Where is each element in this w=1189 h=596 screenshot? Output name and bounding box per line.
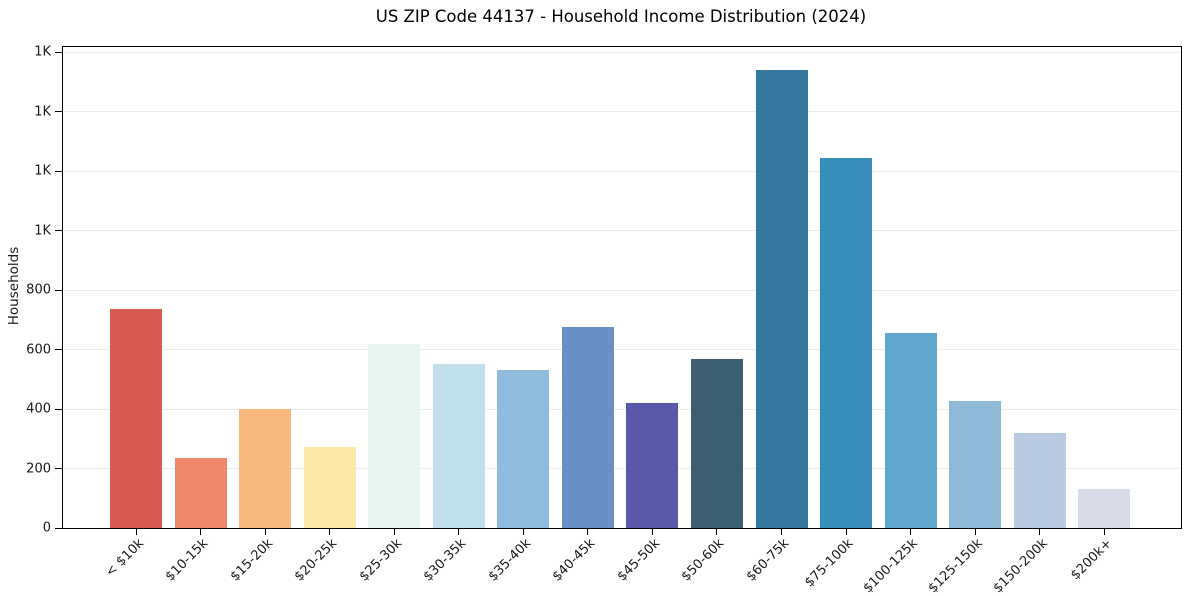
x-tick (264, 529, 266, 535)
x-tick (135, 529, 137, 535)
y-tick (55, 289, 62, 291)
gridline (63, 289, 1181, 291)
bar (561, 327, 614, 528)
y-tick-label: 1K (34, 163, 51, 179)
bar (174, 458, 227, 528)
y-tick (55, 230, 62, 232)
gridline (63, 230, 1181, 232)
x-tick (522, 529, 524, 535)
x-tick (329, 529, 331, 535)
y-tick (55, 527, 62, 529)
bar (949, 401, 1002, 528)
bar (820, 158, 873, 528)
bar (1078, 489, 1131, 528)
bar (626, 403, 679, 528)
x-tick (1103, 529, 1105, 535)
x-tick (974, 529, 976, 535)
x-tick-label: $100-125k (861, 536, 922, 596)
x-tick (651, 529, 653, 535)
x-tick-label: < $10k (102, 536, 147, 581)
y-axis-label: Households (6, 246, 22, 326)
x-tick-label: $50-60k (679, 536, 728, 585)
x-tick-label: $30-35k (420, 536, 470, 585)
y-tick-label: 1K (34, 44, 51, 60)
x-tick (910, 529, 912, 535)
bar (239, 409, 292, 528)
x-tick-label: $20-25k (291, 536, 341, 585)
x-tick-label: $150-200k (990, 536, 1051, 596)
y-tick (55, 349, 62, 351)
chart-title: US ZIP Code 44137 - Household Income Dis… (375, 7, 867, 26)
x-tick-label: $125-150k (925, 536, 986, 596)
x-tick (587, 529, 589, 535)
gridline (63, 111, 1181, 113)
y-tick (55, 170, 62, 172)
x-tick (716, 529, 718, 535)
y-tick (55, 111, 62, 113)
y-tick-label: 800 (26, 282, 51, 298)
gridline (63, 408, 1181, 410)
x-tick-label: $60-75k (743, 536, 793, 585)
y-tick (55, 51, 62, 53)
gridline (63, 51, 1181, 53)
bar (755, 70, 808, 528)
y-tick-label: 200 (26, 461, 51, 476)
x-tick-label: $40-45k (549, 536, 599, 585)
x-tick-label: $35-40k (485, 536, 534, 585)
y-tick (55, 408, 62, 410)
x-tick-label: $200k+ (1067, 536, 1115, 584)
y-tick-label: 0 (42, 520, 51, 536)
bar (497, 370, 550, 528)
x-tick-label: $45-50k (614, 536, 663, 585)
y-tick (55, 468, 62, 469)
bar (432, 364, 485, 528)
bar (368, 344, 421, 528)
bar (884, 333, 937, 528)
x-tick-label: $75-100k (802, 536, 857, 591)
y-tick-label: 600 (26, 342, 51, 358)
x-tick (781, 529, 782, 535)
gridline (63, 468, 1181, 469)
x-tick-label: $10-15k (162, 536, 212, 585)
gridline (63, 170, 1181, 172)
y-tick-label: 400 (26, 401, 51, 417)
x-tick (393, 529, 395, 535)
gridline (63, 349, 1181, 351)
bar (110, 309, 162, 528)
bar (1013, 433, 1066, 528)
y-tick-label: 1K (34, 104, 51, 120)
x-tick-label: $15-20k (227, 536, 276, 585)
y-tick-label: 1K (34, 223, 51, 239)
bar (303, 447, 356, 528)
plot-area: 0 200 400 600 800 1K 1K 1K 1K < $10k $10-15k $15-20… (26, 45, 1182, 596)
x-tick (200, 529, 202, 535)
x-tick (1039, 529, 1041, 535)
x-tick (845, 529, 847, 535)
x-tick-label: $25-30k (356, 536, 405, 585)
bar (690, 359, 743, 528)
x-tick (458, 529, 460, 535)
